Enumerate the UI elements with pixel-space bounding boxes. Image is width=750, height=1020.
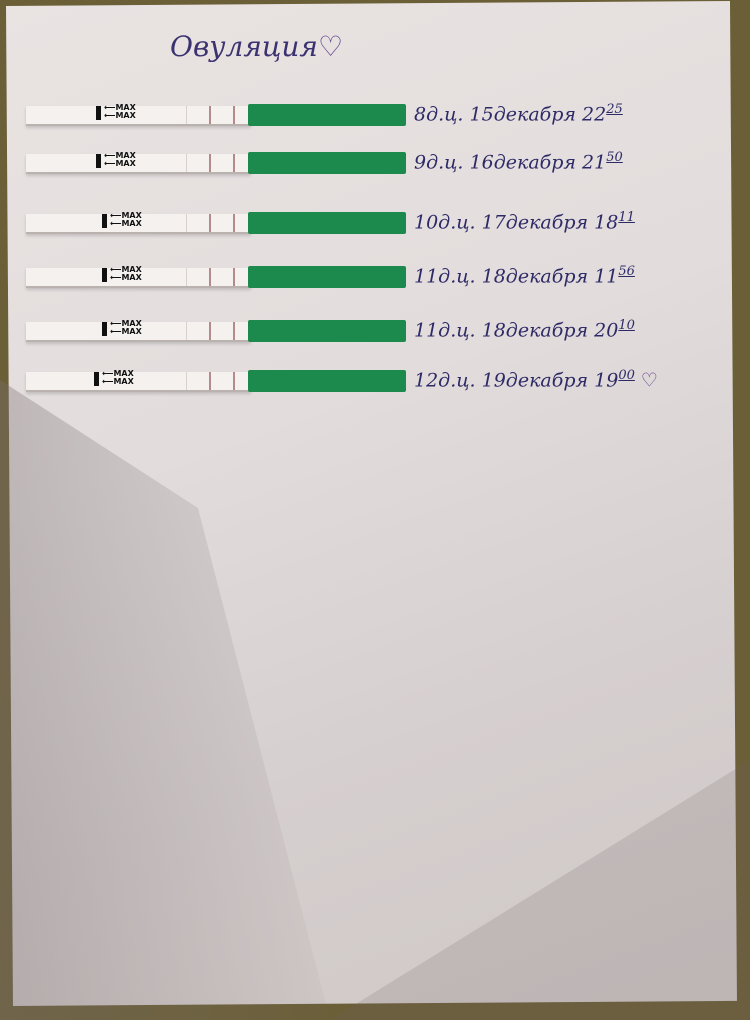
ovulation-test-strip: ⟵MAX ⟵MAX xyxy=(26,320,406,342)
hour: 20 xyxy=(594,319,619,342)
date: 18декабря xyxy=(481,319,589,342)
test-line xyxy=(209,322,211,340)
ovulation-test-strip: ⟵MAX ⟵MAX xyxy=(26,212,406,234)
date: 15декабря xyxy=(469,103,576,126)
strip-body xyxy=(26,106,251,126)
cycle-day: 12д.ц. xyxy=(414,369,476,392)
strip-marker xyxy=(96,106,101,120)
strip-max-label: ⟵MAX ⟵MAX xyxy=(110,265,142,282)
strip-window xyxy=(186,372,210,390)
strip-body xyxy=(26,214,251,234)
strip-handle xyxy=(248,212,406,234)
control-line xyxy=(233,268,235,286)
heart-icon: ♡ xyxy=(317,30,344,63)
test-line xyxy=(209,106,211,124)
test-line xyxy=(209,154,211,172)
ovulation-test-strip: ⟵MAX ⟵MAX xyxy=(26,370,406,392)
cycle-day: 11д.ц. xyxy=(414,319,476,342)
strip-handle xyxy=(248,370,406,392)
cycle-day: 8д.ц. xyxy=(414,103,464,126)
heart-icon: ♡ xyxy=(640,369,658,392)
ovulation-test-strip: ⟵MAX ⟵MAX xyxy=(26,152,406,174)
date: 16декабря xyxy=(469,151,576,174)
strip-window xyxy=(186,322,210,340)
handwritten-entry: 12д.ц. 19декабря 1900 ♡ xyxy=(414,368,658,391)
date: 17декабря xyxy=(481,211,589,234)
strip-marker xyxy=(102,268,107,282)
ovulation-test-strip: ⟵MAX ⟵MAX xyxy=(26,104,406,126)
strip-body xyxy=(26,154,251,174)
strip-max-label: ⟵MAX ⟵MAX xyxy=(110,319,142,336)
strip-max-label: ⟵MAX ⟵MAX xyxy=(110,211,142,228)
strip-max-label: ⟵MAX ⟵MAX xyxy=(104,103,136,120)
control-line xyxy=(233,372,235,390)
handwritten-entry: 11д.ц. 18декабря 2010 xyxy=(414,318,635,341)
ovulation-test-strip: ⟵MAX ⟵MAX xyxy=(26,266,406,288)
cycle-day: 10д.ц. xyxy=(414,211,476,234)
strip-handle xyxy=(248,104,406,126)
hour: 11 xyxy=(594,265,619,288)
strip-handle xyxy=(248,152,406,174)
test-line xyxy=(209,268,211,286)
hour: 19 xyxy=(594,369,619,392)
date: 18декабря xyxy=(481,265,589,288)
strip-window xyxy=(186,154,210,172)
handwritten-entry: 8д.ц. 15декабря 2225 xyxy=(414,102,623,125)
strip-body xyxy=(26,322,251,342)
cycle-day: 11д.ц. xyxy=(414,265,476,288)
strip-handle xyxy=(248,320,406,342)
handwritten-entry: 10д.ц. 17декабря 1811 xyxy=(414,210,635,233)
minute: 25 xyxy=(606,102,623,117)
handwritten-entry: 11д.ц. 18декабря 1156 xyxy=(414,264,635,287)
control-line xyxy=(233,154,235,172)
strip-marker xyxy=(102,322,107,336)
minute: 56 xyxy=(618,264,635,279)
handwritten-title: Овуляция♡ xyxy=(170,30,343,63)
hour: 22 xyxy=(582,103,607,126)
handwritten-entry: 9д.ц. 16декабря 2150 xyxy=(414,150,623,173)
strip-marker xyxy=(96,154,101,168)
test-line xyxy=(209,372,211,390)
cycle-day: 9д.ц. xyxy=(414,151,464,174)
strip-window xyxy=(186,268,210,286)
minute: 50 xyxy=(606,150,623,165)
strip-window xyxy=(186,106,210,124)
strip-window xyxy=(186,214,210,232)
strip-handle xyxy=(248,266,406,288)
date: 19декабря xyxy=(481,369,589,392)
minute: 10 xyxy=(618,318,635,333)
hour: 18 xyxy=(594,211,619,234)
minute: 00 xyxy=(618,368,635,383)
strip-body xyxy=(26,268,251,288)
strip-marker xyxy=(102,214,107,228)
strip-max-label: ⟵MAX ⟵MAX xyxy=(104,151,136,168)
strip-max-label: ⟵MAX ⟵MAX xyxy=(102,369,134,386)
control-line xyxy=(233,214,235,232)
strip-marker xyxy=(94,372,99,386)
hour: 21 xyxy=(582,151,607,174)
control-line xyxy=(233,322,235,340)
test-line xyxy=(209,214,211,232)
minute: 11 xyxy=(618,210,635,225)
strip-body xyxy=(26,372,251,392)
control-line xyxy=(233,106,235,124)
title-text: Овуляция xyxy=(170,30,318,63)
